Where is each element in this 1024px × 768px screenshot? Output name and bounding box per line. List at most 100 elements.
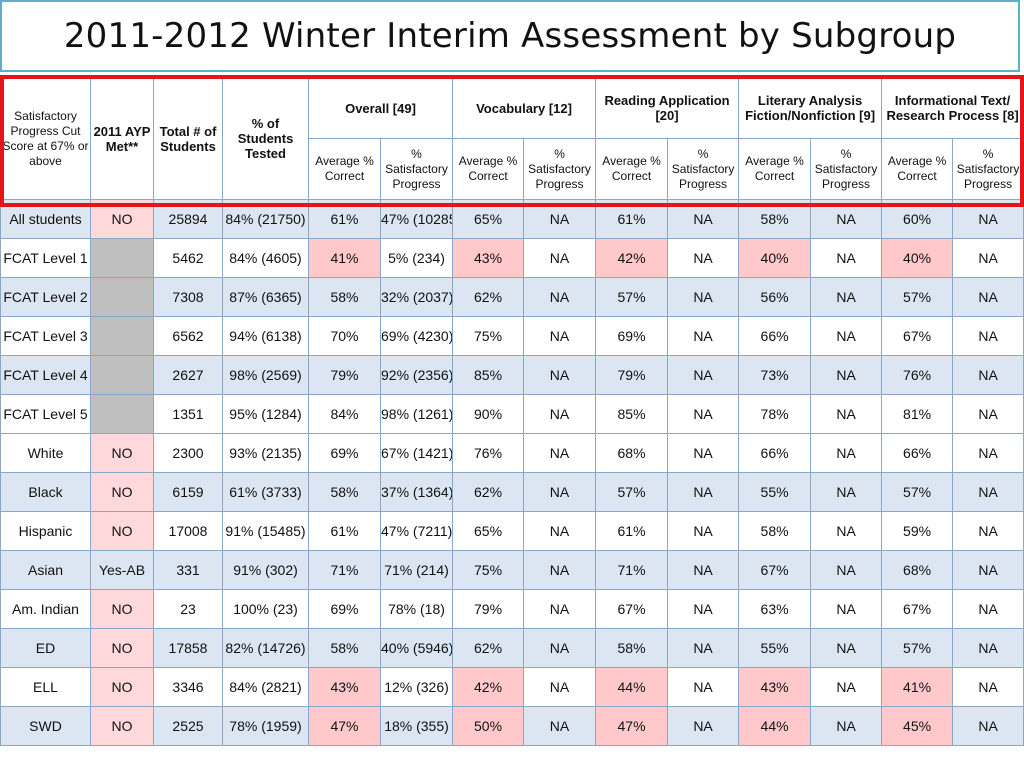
sat-progress-cell: NA (810, 667, 883, 707)
total-cell: 5462 (153, 238, 223, 278)
sat-progress-cell: NA (523, 199, 597, 239)
sat-progress-cell: 69% (4230) (379, 316, 454, 356)
subheader-sat: % Satisfactory Progress (523, 138, 597, 200)
sat-progress-cell: 78% (18) (379, 589, 454, 629)
header-cut-score: Satisfactory Progress Cut Score at 67% o… (0, 77, 91, 200)
header-ayp: 2011 AYP Met** (90, 77, 154, 200)
avg-correct-cell: 67% (738, 550, 812, 590)
avg-correct-cell: 65% (452, 511, 525, 551)
subheader-avg: Average % Correct (308, 138, 381, 200)
row-label: Hispanic (0, 511, 91, 551)
avg-correct-cell: 67% (595, 589, 669, 629)
row-label: Black (0, 472, 91, 512)
avg-correct-cell: 62% (452, 472, 525, 512)
table-row: White NO 2300 93% (2135) 69% 67% (1421) 76% NA 6… (0, 433, 1024, 473)
row-label: Am. Indian (0, 589, 91, 629)
table-row: SWD NO 2525 78% (1959) 47% 18% (355) 50% NA 47% N… (0, 706, 1024, 746)
sat-progress-cell: NA (952, 316, 1024, 356)
table-body: All students NO 25894 84% (21750) 61% 47% (10… (0, 199, 1024, 746)
avg-correct-cell: 40% (881, 238, 954, 278)
avg-correct-cell: 84% (308, 394, 381, 434)
sat-progress-cell: NA (667, 511, 740, 551)
ayp-cell: NO (90, 628, 154, 668)
subheader-avg: Average % Correct (881, 138, 954, 200)
tested-cell: 94% (6138) (222, 316, 309, 356)
subheader-avg: Average % Correct (595, 138, 669, 200)
sat-progress-cell: NA (667, 706, 740, 746)
table-row: ED NO 17858 82% (14726) 58% 40% (5946) 62% NA 58… (0, 628, 1024, 668)
table-row: Hispanic NO 17008 91% (15485) 61% 47% (7211) 6… (0, 511, 1024, 551)
subheader-sat: % Satisfactory Progress (810, 138, 883, 200)
avg-correct-cell: 58% (595, 628, 669, 668)
sat-progress-cell: NA (952, 706, 1024, 746)
sat-progress-cell: NA (667, 355, 740, 395)
table-row: FCAT Level 2 7308 87% (6365) 58% 32% (2037) 6… (0, 277, 1024, 317)
sat-progress-cell: NA (810, 199, 883, 239)
sat-progress-cell: NA (810, 550, 883, 590)
avg-correct-cell: 57% (881, 277, 954, 317)
total-cell: 3346 (153, 667, 223, 707)
tested-cell: 84% (21750) (222, 199, 309, 239)
avg-correct-cell: 62% (452, 277, 525, 317)
ayp-cell: NO (90, 433, 154, 473)
sat-progress-cell: NA (667, 199, 740, 239)
total-cell: 17008 (153, 511, 223, 551)
sat-progress-cell: NA (810, 628, 883, 668)
row-label: FCAT Level 3 (0, 316, 91, 356)
total-cell: 2300 (153, 433, 223, 473)
avg-correct-cell: 45% (881, 706, 954, 746)
sat-progress-cell: 40% (5946) (379, 628, 454, 668)
sat-progress-cell: NA (810, 316, 883, 356)
subheader-sat: % Satisfactory Progress (379, 138, 454, 200)
total-cell: 2525 (153, 706, 223, 746)
subheader-avg: Average % Correct (452, 138, 525, 200)
sat-progress-cell: NA (952, 277, 1024, 317)
sat-progress-cell: NA (952, 199, 1024, 239)
sat-progress-cell: NA (810, 238, 883, 278)
sat-progress-cell: NA (952, 472, 1024, 512)
avg-correct-cell: 41% (881, 667, 954, 707)
subheader-sat: % Satisfactory Progress (952, 138, 1024, 200)
sat-progress-cell: NA (952, 511, 1024, 551)
avg-correct-cell: 43% (452, 238, 525, 278)
row-label: White (0, 433, 91, 473)
avg-correct-cell: 78% (738, 394, 812, 434)
avg-correct-cell: 50% (452, 706, 525, 746)
avg-correct-cell: 56% (738, 277, 812, 317)
avg-correct-cell: 60% (881, 199, 954, 239)
subheader-sat: % Satisfactory Progress (667, 138, 740, 200)
sat-progress-cell: 12% (326) (379, 667, 454, 707)
avg-correct-cell: 42% (452, 667, 525, 707)
ayp-cell: NO (90, 667, 154, 707)
avg-correct-cell: 58% (308, 628, 381, 668)
sat-progress-cell: 47% (7211) (379, 511, 454, 551)
tested-cell: 78% (1959) (222, 706, 309, 746)
avg-correct-cell: 66% (738, 316, 812, 356)
avg-correct-cell: 61% (308, 199, 381, 239)
sat-progress-cell: 67% (1421) (379, 433, 454, 473)
sat-progress-cell: NA (523, 316, 597, 356)
sat-progress-cell: 98% (1261) (379, 394, 454, 434)
avg-correct-cell: 76% (881, 355, 954, 395)
avg-correct-cell: 44% (738, 706, 812, 746)
row-label: Asian (0, 550, 91, 590)
sat-progress-cell: NA (952, 667, 1024, 707)
table-row: All students NO 25894 84% (21750) 61% 47% (10… (0, 199, 1024, 239)
sat-progress-cell: NA (952, 628, 1024, 668)
table-row: FCAT Level 5 1351 95% (1284) 84% 98% (1261) 9… (0, 394, 1024, 434)
sat-progress-cell: NA (667, 628, 740, 668)
avg-correct-cell: 79% (452, 589, 525, 629)
avg-correct-cell: 61% (595, 511, 669, 551)
avg-correct-cell: 66% (881, 433, 954, 473)
sat-progress-cell: NA (952, 589, 1024, 629)
sat-progress-cell: NA (810, 706, 883, 746)
ayp-cell: NO (90, 511, 154, 551)
sat-progress-cell: 71% (214) (379, 550, 454, 590)
avg-correct-cell: 73% (738, 355, 812, 395)
avg-correct-cell: 75% (452, 550, 525, 590)
ayp-cell (90, 316, 154, 356)
table-row: FCAT Level 4 2627 98% (2569) 79% 92% (2356) 8… (0, 355, 1024, 395)
avg-correct-cell: 42% (595, 238, 669, 278)
sat-progress-cell: NA (667, 589, 740, 629)
tested-cell: 95% (1284) (222, 394, 309, 434)
